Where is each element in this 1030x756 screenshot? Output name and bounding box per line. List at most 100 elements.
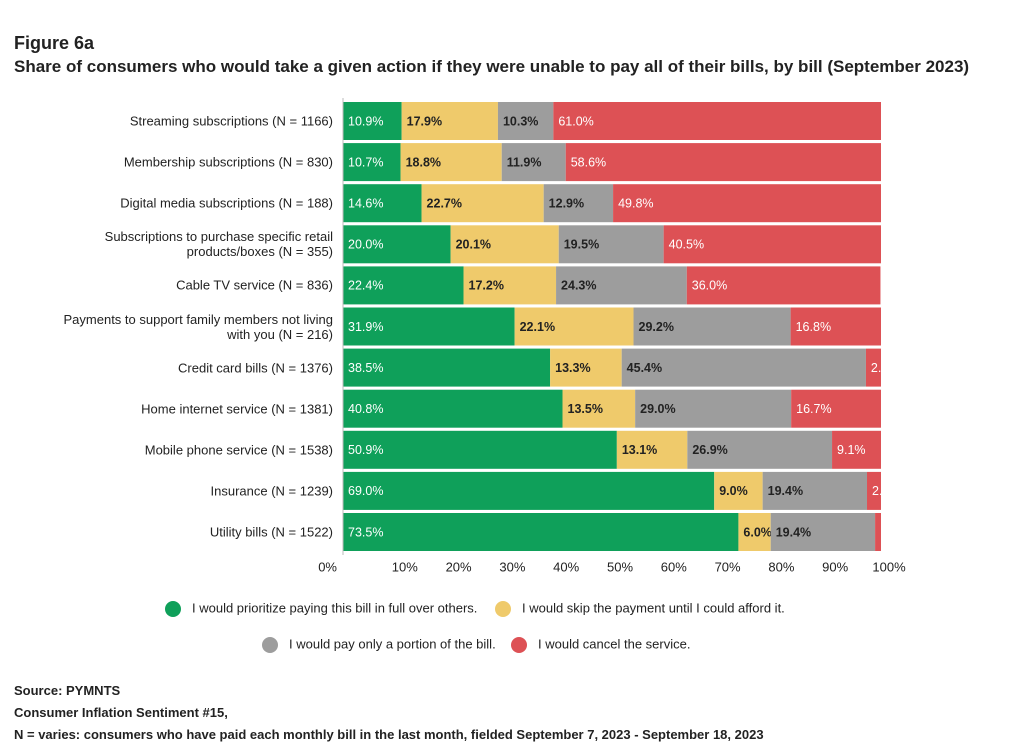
legend-marker: [511, 637, 527, 653]
data-label: 14.6%: [348, 196, 383, 210]
subtitle: Share of consumers who would take a give…: [14, 57, 970, 76]
data-label: 29.2%: [639, 320, 674, 334]
legend-marker: [495, 601, 511, 617]
category-label: Credit card bills (N = 1376): [178, 360, 333, 376]
legend-marker: [165, 601, 181, 617]
bar-segment: [343, 471, 715, 510]
category-label: Insurance (N = 1239): [210, 483, 333, 499]
data-label: 13.1%: [622, 443, 657, 457]
plot: 10.9% 17.9% 10.3% 61.0% 10.7% 18.8% 11.9% 58.6%…: [343, 102, 909, 551]
bar-segment: [791, 389, 881, 428]
data-label: 17.9%: [407, 114, 442, 128]
data-label: 20.1%: [456, 238, 491, 252]
x-tick-label: 80%: [768, 559, 794, 574]
bar-segment: [832, 430, 881, 469]
x-tick-label: 60%: [661, 559, 687, 574]
bar-segment: [770, 513, 876, 551]
data-label: 19.4%: [768, 484, 803, 498]
bar-segment: [343, 184, 422, 223]
bar-segment: [635, 389, 792, 428]
data-label: 2.6%: [872, 484, 901, 498]
data-label: 13.3%: [555, 361, 590, 375]
bar-segment: [875, 513, 881, 551]
category-label: Payments to support family members not l…: [63, 311, 334, 342]
data-label: 29.0%: [640, 402, 675, 416]
bar-segment: [613, 184, 881, 223]
bar-segment: [343, 348, 551, 387]
bar-segment: [463, 266, 557, 305]
category-label: Cable TV service (N = 836): [176, 277, 333, 293]
bar-segment: [565, 143, 881, 182]
x-tick-label: 0%: [318, 559, 337, 574]
data-label: 49.8%: [618, 196, 653, 210]
data-label: 1.1%: [880, 525, 909, 539]
title: Figure 6a: [14, 33, 95, 53]
category-label: Subscriptions to purchase specific retai…: [104, 229, 333, 260]
data-label: 61.0%: [558, 114, 593, 128]
data-label: 13.5%: [568, 402, 603, 416]
data-label: 69.0%: [348, 484, 383, 498]
data-label: 19.5%: [564, 238, 599, 252]
bar-segment: [514, 307, 634, 346]
data-label: 26.9%: [692, 443, 727, 457]
footnote: Source: PYMNTS: [14, 683, 121, 698]
x-tick-label: 30%: [499, 559, 525, 574]
footnote: N = varies: consumers who have paid each…: [14, 727, 764, 742]
data-label: 16.8%: [796, 320, 831, 334]
bar-segment: [497, 102, 554, 140]
bar-segment: [543, 184, 614, 223]
bar-segment: [738, 513, 771, 551]
data-label: 18.8%: [406, 155, 441, 169]
data-label: 10.3%: [503, 114, 538, 128]
data-label: 58.6%: [571, 155, 606, 169]
bar-segment: [400, 143, 502, 182]
bar-segment: [343, 513, 739, 551]
category-label: Mobile phone service (N = 1538): [144, 442, 333, 458]
data-label: 24.3%: [561, 279, 596, 293]
x-tick-label: 70%: [715, 559, 741, 574]
x-tick-label: 10%: [392, 559, 418, 574]
bar-segment: [865, 348, 881, 387]
bar-segment: [621, 348, 866, 387]
footnote: Consumer Inflation Sentiment #15,: [14, 705, 228, 720]
data-label: 10.9%: [348, 114, 383, 128]
data-label: 17.2%: [469, 279, 504, 293]
data-label: 10.7%: [348, 155, 383, 169]
bar-segment: [343, 307, 515, 346]
bar-segment: [558, 225, 664, 264]
bar-segment: [501, 143, 566, 182]
data-label: 22.7%: [427, 196, 462, 210]
bar-segment: [556, 266, 687, 305]
bar-segment: [762, 471, 868, 510]
data-label: 40.5%: [669, 238, 704, 252]
data-label: 38.5%: [348, 361, 383, 375]
bar-segment: [790, 307, 881, 346]
legend-marker: [262, 637, 278, 653]
bar-segment: [550, 348, 622, 387]
category-label: Streaming subscriptions (N = 1166): [129, 113, 333, 129]
x-tick-label: 40%: [553, 559, 579, 574]
bar-segment: [343, 143, 401, 182]
data-label: 36.0%: [692, 279, 727, 293]
bar-segment: [343, 430, 617, 469]
data-label: 6.0%: [743, 525, 772, 539]
data-label: 2.9%: [871, 361, 900, 375]
data-label: 11.9%: [507, 155, 542, 169]
data-label: 73.5%: [348, 525, 383, 539]
legend-label: I would cancel the service.: [538, 636, 690, 651]
bar-segment: [343, 225, 451, 264]
data-label: 31.9%: [348, 320, 383, 334]
data-label: 16.7%: [796, 402, 831, 416]
data-label: 9.1%: [837, 443, 866, 457]
category-label: Home internet service (N = 1381): [141, 401, 333, 417]
data-label: 20.0%: [348, 238, 383, 252]
bar-segment: [686, 266, 881, 305]
bar-segment: [450, 225, 559, 264]
bar-segment: [633, 307, 791, 346]
category-label: Utility bills (N = 1522): [209, 524, 333, 540]
data-label: 22.1%: [520, 320, 555, 334]
bar-segment: [421, 184, 544, 223]
data-label: 12.9%: [549, 196, 584, 210]
